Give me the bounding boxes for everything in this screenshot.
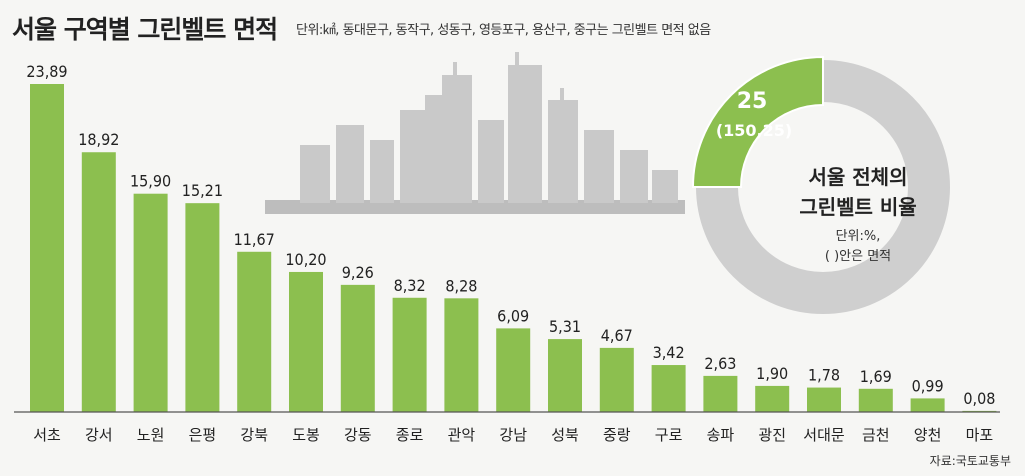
bar-강동 xyxy=(340,284,375,412)
value-label: 8,28 xyxy=(445,276,477,295)
value-label: 11,67 xyxy=(234,230,275,249)
value-label: 9,26 xyxy=(342,263,374,282)
bar-양천 xyxy=(910,398,945,412)
donut-area-label: (150,25) xyxy=(716,121,792,140)
source-note: 자료:국토교통부 xyxy=(929,454,1011,468)
category-label: 관악 xyxy=(448,426,476,444)
value-label: 23,89 xyxy=(26,62,67,81)
value-label: 1,90 xyxy=(756,364,788,383)
category-label: 구로 xyxy=(655,426,683,444)
value-label: 1,78 xyxy=(808,366,840,385)
category-label: 마포 xyxy=(966,426,994,444)
value-label: 2,63 xyxy=(704,354,736,373)
bar-노원 xyxy=(133,193,168,412)
bar-강서 xyxy=(81,152,116,412)
donut-percent-label: 25 xyxy=(737,89,768,114)
bar-도봉 xyxy=(289,271,323,412)
donut-slice-greenbelt xyxy=(691,55,824,188)
category-label: 강서 xyxy=(85,426,113,444)
category-label: 서초 xyxy=(33,426,61,444)
bar-관악 xyxy=(444,298,479,412)
category-label: 은평 xyxy=(189,426,217,444)
greenbelt-ratio-donut: 25 (150,25) 서울 전체의 그린벨트 비율 단위:%, ( )안은 면… xyxy=(691,55,950,314)
value-label: 3,42 xyxy=(653,343,685,362)
category-label: 송파 xyxy=(707,426,735,444)
value-label: 4,67 xyxy=(601,326,633,345)
category-label: 종로 xyxy=(396,426,424,444)
bar-은평 xyxy=(185,203,220,412)
chart-subtitle: 단위:㎢, 동대문구, 동작구, 성동구, 영등포구, 용산구, 중구는 그린벨… xyxy=(296,23,711,38)
value-label: 0,08 xyxy=(963,389,995,408)
value-label: 0,99 xyxy=(912,376,944,395)
category-label: 중랑 xyxy=(603,426,631,444)
bar-구로 xyxy=(651,365,686,412)
bar-종로 xyxy=(392,297,427,412)
bar-강북 xyxy=(237,251,272,412)
bar-금천 xyxy=(858,388,893,412)
category-label: 강북 xyxy=(240,426,268,444)
category-label: 노원 xyxy=(137,426,165,444)
bar-광진 xyxy=(755,385,790,412)
bar-송파 xyxy=(703,375,738,412)
value-label: 10,20 xyxy=(285,250,326,269)
city-skyline-illustration xyxy=(265,52,685,214)
category-label: 양천 xyxy=(914,426,942,444)
category-label: 서대문 xyxy=(803,426,845,444)
category-label: 도봉 xyxy=(292,426,320,444)
category-label: 강남 xyxy=(499,426,527,444)
donut-title-line2: 그린벨트 비율 xyxy=(799,195,916,219)
bar-중랑 xyxy=(599,347,634,412)
bar-성북 xyxy=(548,339,582,412)
value-label: 1,69 xyxy=(860,367,892,386)
value-label: 18,92 xyxy=(78,130,119,149)
value-label: 15,90 xyxy=(130,172,171,191)
category-label: 광진 xyxy=(758,426,786,444)
donut-unit-line2: ( )안은 면적 xyxy=(825,249,891,264)
donut-title-line1: 서울 전체의 xyxy=(809,165,908,189)
bars-group: 23,89 서초 18,92 강서 15,90 노원 15,21 은평 11,67 강북 10,20… xyxy=(26,62,997,444)
category-label: 강동 xyxy=(344,426,372,444)
bar-서대문 xyxy=(807,387,841,412)
value-label: 6,09 xyxy=(497,306,529,325)
chart-title: 서울 구역별 그린벨트 면적 xyxy=(12,15,278,44)
bar-서초 xyxy=(30,84,64,412)
value-label: 8,32 xyxy=(394,276,426,295)
category-label: 성북 xyxy=(551,426,579,444)
category-label: 금천 xyxy=(862,426,890,444)
donut-unit-line1: 단위:%, xyxy=(836,229,881,244)
value-label: 5,31 xyxy=(549,317,581,336)
value-label: 15,21 xyxy=(182,181,223,200)
bar-강남 xyxy=(496,328,531,412)
